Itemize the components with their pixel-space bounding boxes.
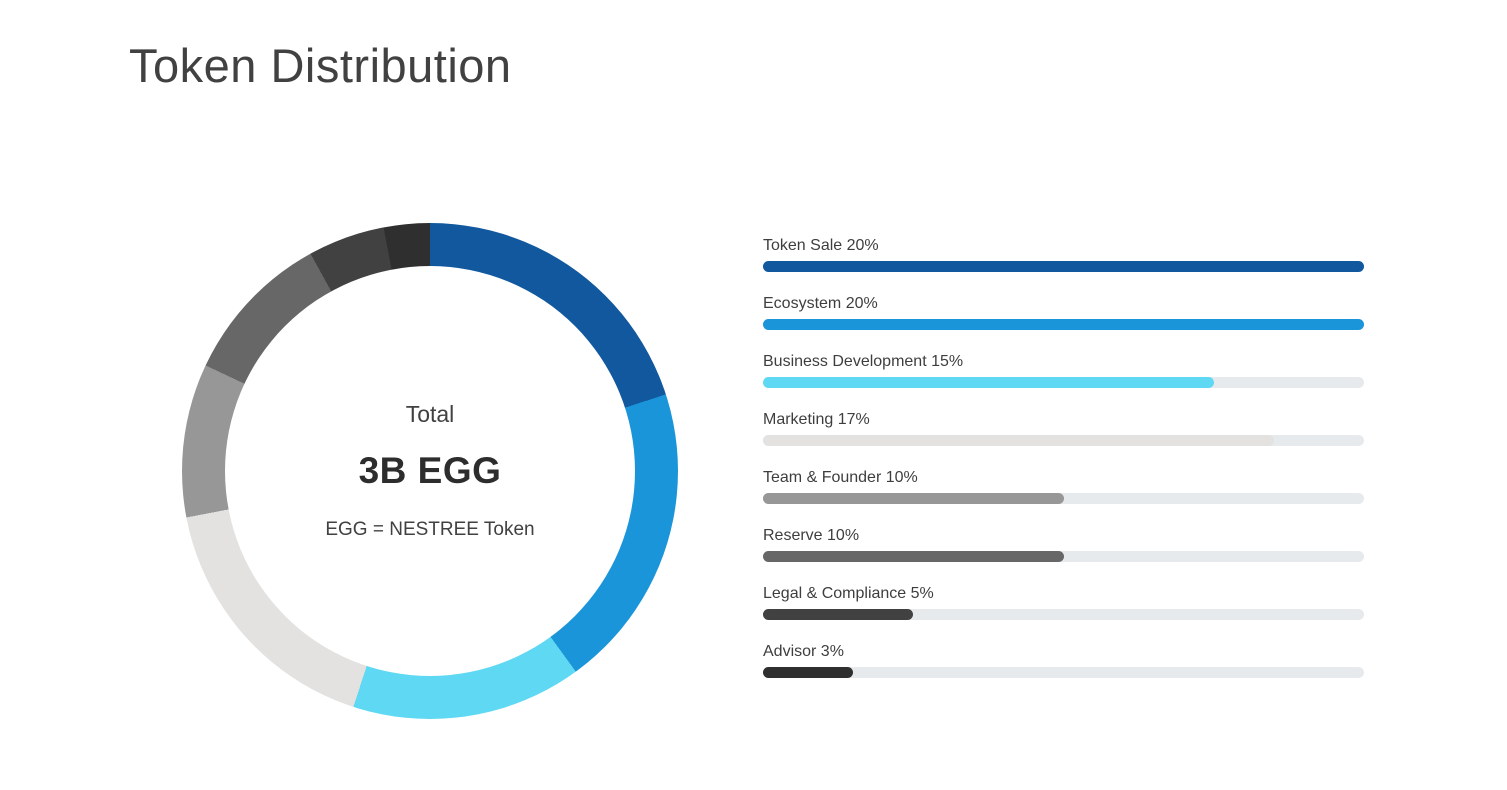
allocation-bar-track (763, 609, 1364, 620)
allocation-row: Legal & Compliance 5% (763, 585, 1364, 620)
allocation-label: Reserve 10% (763, 527, 860, 544)
allocation-bar-track (763, 261, 1364, 272)
allocation-bar-track (763, 435, 1364, 446)
allocation-row: Token Sale 20% (763, 237, 1364, 272)
allocation-bar-track (763, 493, 1364, 504)
page-title: Token Distribution (129, 39, 512, 92)
allocation-bar-fill (763, 319, 1364, 330)
allocation-label: Business Development 15% (763, 353, 964, 370)
allocation-label: Marketing 17% (763, 411, 870, 428)
allocation-bar-fill (763, 609, 914, 620)
donut-center: Total 3B EGG EGG = NESTREE Token (225, 266, 635, 676)
allocation-label: Advisor 3% (763, 643, 844, 660)
allocation-bar-fill (763, 435, 1274, 446)
allocation-bar-fill (763, 667, 854, 678)
allocation-bar-fill (763, 377, 1214, 388)
donut-center-note: EGG = NESTREE Token (325, 519, 535, 540)
allocation-bar-track (763, 551, 1364, 562)
allocation-label: Legal & Compliance 5% (763, 585, 934, 602)
allocation-row: Marketing 17% (763, 411, 1364, 446)
allocation-label: Token Sale 20% (763, 237, 879, 254)
allocation-bar-fill (763, 551, 1064, 562)
allocation-bar-fill (763, 261, 1364, 272)
allocation-row: Advisor 3% (763, 643, 1364, 678)
allocation-label: Team & Founder 10% (763, 469, 918, 486)
donut-center-value: 3B EGG (358, 450, 502, 491)
allocation-bar-track (763, 319, 1364, 330)
allocation-bar-track (763, 667, 1364, 678)
allocation-row: Business Development 15% (763, 353, 1364, 388)
allocation-row: Ecosystem 20% (763, 295, 1364, 330)
allocation-list: Token Sale 20% Ecosystem 20% Business De… (763, 237, 1364, 701)
allocation-label: Ecosystem 20% (763, 295, 878, 312)
allocation-bar-track (763, 377, 1364, 388)
allocation-row: Reserve 10% (763, 527, 1364, 562)
allocation-row: Team & Founder 10% (763, 469, 1364, 504)
donut-chart: Total 3B EGG EGG = NESTREE Token (182, 223, 678, 719)
donut-center-label: Total (405, 401, 455, 427)
allocation-bar-fill (763, 493, 1064, 504)
